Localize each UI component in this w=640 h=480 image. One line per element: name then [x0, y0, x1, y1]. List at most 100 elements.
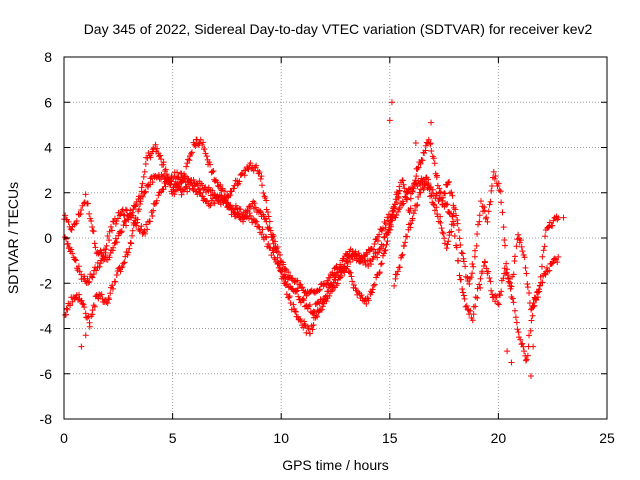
data-point [110, 244, 117, 251]
data-point [437, 213, 444, 220]
data-point [80, 301, 87, 308]
data-point [555, 214, 562, 221]
data-point [103, 299, 110, 305]
data-point [262, 194, 269, 201]
data-point [258, 173, 265, 180]
data-point [93, 267, 100, 274]
data-point [445, 179, 452, 186]
data-point [297, 317, 304, 324]
data-point [430, 155, 437, 162]
data-point [511, 307, 518, 314]
data-point [157, 152, 164, 159]
data-point [344, 257, 351, 264]
x-tick-label: 10 [273, 430, 289, 446]
data-point [240, 218, 247, 225]
data-point [518, 243, 525, 250]
data-point [123, 207, 130, 214]
y-tick-label: -4 [40, 321, 53, 337]
data-point [530, 343, 537, 350]
data-point [542, 271, 549, 278]
data-point [240, 214, 247, 221]
data-point [158, 156, 165, 163]
data-point [338, 264, 345, 271]
data-point [207, 161, 214, 168]
data-point [149, 179, 156, 186]
data-point [431, 207, 438, 214]
data-point [483, 214, 490, 221]
data-point [385, 229, 392, 236]
data-point [487, 198, 494, 205]
data-point [62, 212, 69, 219]
data-point [203, 153, 210, 160]
data-point [86, 210, 93, 217]
data-point [144, 182, 151, 189]
data-point [141, 227, 148, 234]
data-point [439, 194, 446, 201]
data-point [364, 251, 371, 258]
data-point [526, 332, 533, 339]
data-point [407, 220, 414, 227]
data-point [89, 224, 96, 231]
data-point [426, 186, 433, 193]
data-point [446, 178, 453, 185]
data-point [259, 226, 266, 233]
data-point [515, 329, 522, 336]
data-point [184, 188, 191, 195]
data-point [443, 245, 450, 252]
data-point [90, 228, 97, 235]
data-point [307, 330, 314, 337]
data-point [141, 189, 148, 196]
data-point [234, 181, 241, 188]
data-point [524, 284, 531, 291]
data-point [523, 270, 530, 277]
data-point [449, 213, 456, 220]
data-point [550, 217, 557, 224]
data-point [382, 247, 389, 254]
data-point [545, 224, 552, 231]
data-point [186, 185, 193, 192]
data-point [399, 201, 406, 208]
data-point [182, 184, 189, 191]
data-point [520, 343, 527, 350]
data-point [546, 267, 553, 274]
data-point [539, 279, 546, 286]
data-point [481, 259, 488, 266]
data-point [488, 187, 495, 194]
data-point [236, 178, 243, 185]
data-point [195, 186, 202, 193]
data-point [407, 195, 414, 202]
data-point [522, 357, 529, 364]
data-point [374, 254, 381, 261]
data-point [462, 263, 469, 270]
data-point [133, 222, 140, 229]
data-point [184, 156, 191, 163]
data-point [146, 218, 153, 225]
data-point [560, 214, 567, 221]
data-point [515, 231, 522, 238]
data-point [514, 326, 521, 333]
data-point [439, 197, 446, 204]
data-point [488, 287, 495, 294]
data-point [425, 136, 432, 143]
data-point [402, 239, 409, 246]
data-point [235, 211, 242, 218]
data-point [349, 278, 356, 285]
data-point [394, 268, 401, 275]
data-point [376, 246, 383, 253]
data-point [314, 313, 321, 320]
data-point [396, 187, 403, 194]
data-point [129, 212, 136, 219]
data-point [237, 206, 244, 213]
data-point [404, 196, 411, 203]
data-point [221, 188, 228, 195]
data-point [428, 119, 435, 126]
data-point [300, 297, 307, 304]
data-point [104, 300, 111, 307]
data-point [386, 117, 393, 124]
data-point [473, 242, 480, 249]
data-point [400, 200, 407, 207]
data-point [541, 243, 548, 250]
data-point [555, 253, 562, 260]
data-point [269, 234, 276, 241]
